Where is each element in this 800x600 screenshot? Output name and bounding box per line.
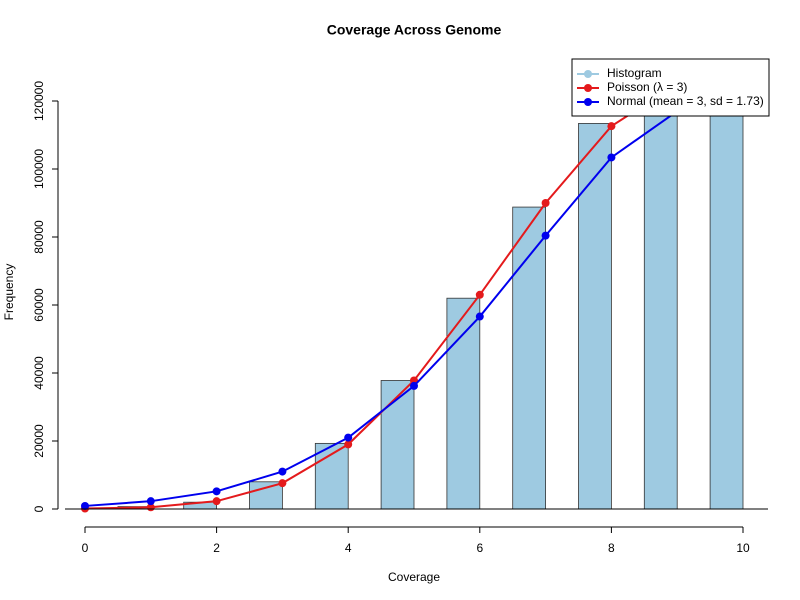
bar bbox=[578, 123, 612, 510]
point bbox=[410, 381, 418, 390]
line bbox=[84, 116, 673, 507]
point bbox=[541, 231, 550, 240]
y-tick-label: 80000 bbox=[32, 220, 46, 254]
point bbox=[146, 497, 155, 506]
legend-marker bbox=[584, 70, 592, 78]
x-tick-label: 8 bbox=[608, 541, 615, 555]
x-tick-label: 2 bbox=[213, 541, 220, 555]
point bbox=[278, 479, 287, 488]
point bbox=[475, 290, 484, 299]
bar bbox=[709, 116, 744, 510]
point bbox=[81, 501, 89, 510]
chart-title: Coverage Across Genome bbox=[327, 22, 502, 38]
point bbox=[475, 312, 484, 321]
y-tick-label: 0 bbox=[32, 505, 46, 512]
y-tick-label: 20000 bbox=[32, 424, 46, 458]
point bbox=[212, 487, 221, 496]
legend-label: Normal (mean = 3, sd = 1.73) bbox=[607, 94, 764, 108]
legend-box bbox=[571, 58, 770, 117]
legend-label: Poisson (λ = 3) bbox=[607, 80, 687, 94]
point bbox=[541, 199, 550, 207]
x-tick-label: 6 bbox=[476, 541, 483, 555]
y-tick-label: 120000 bbox=[32, 81, 46, 121]
point bbox=[607, 153, 616, 162]
bar bbox=[643, 116, 678, 510]
point bbox=[344, 440, 353, 449]
y-tick-label: 40000 bbox=[32, 356, 46, 390]
point bbox=[344, 433, 353, 442]
legend-marker bbox=[584, 84, 592, 92]
point bbox=[607, 122, 616, 131]
x-tick-label: 0 bbox=[82, 541, 89, 555]
point bbox=[212, 497, 221, 506]
legend-label: Histogram bbox=[607, 66, 662, 80]
y-axis-label: Frequency bbox=[2, 264, 16, 321]
y-tick-label: 100000 bbox=[32, 149, 46, 189]
y-tick-label: 60000 bbox=[32, 288, 46, 322]
x-tick-label: 10 bbox=[736, 541, 750, 555]
plot-area bbox=[81, 116, 744, 513]
bar bbox=[249, 481, 283, 510]
bar bbox=[380, 380, 415, 510]
x-axis-label: Coverage bbox=[388, 570, 440, 584]
bar bbox=[512, 206, 547, 510]
x-tick-label: 4 bbox=[345, 541, 352, 555]
legend-marker bbox=[584, 98, 592, 106]
point bbox=[278, 467, 287, 476]
